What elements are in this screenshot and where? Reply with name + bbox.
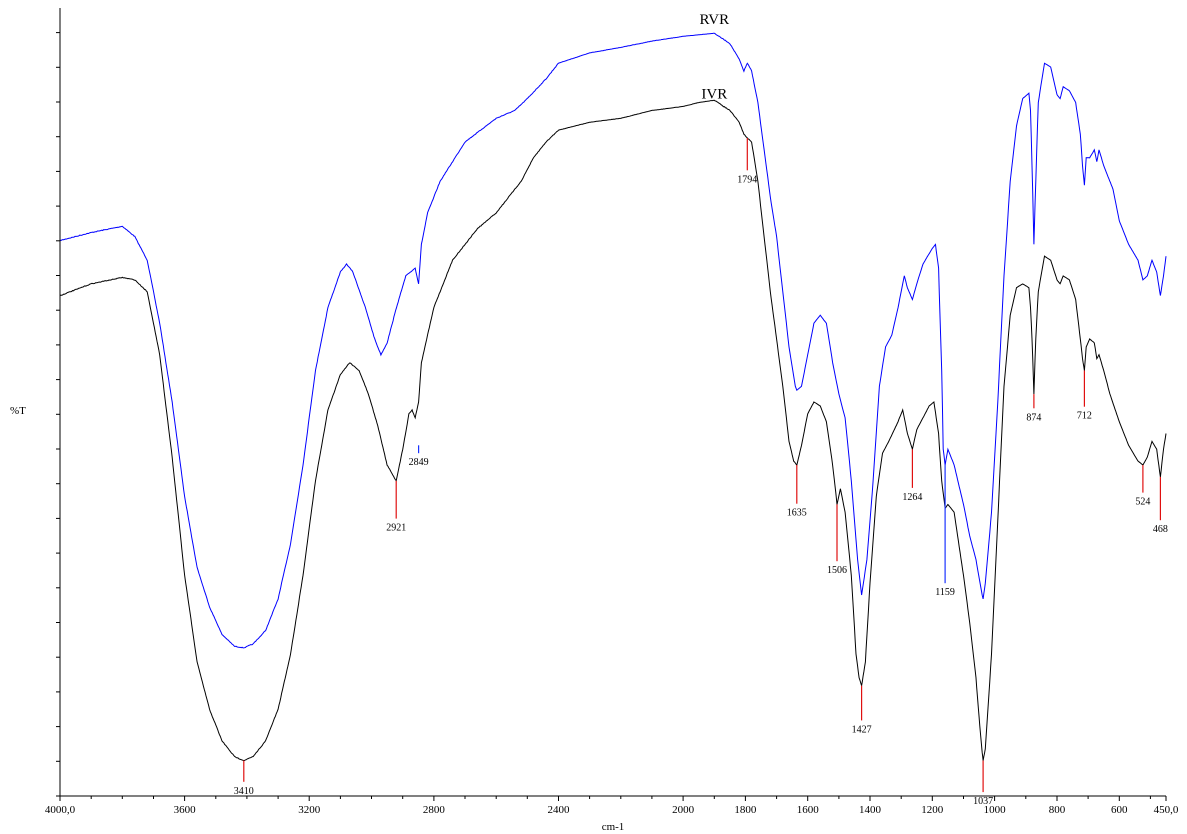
x-tick-label: 3600	[174, 804, 197, 816]
axes: 4000,0 3600 3200 2800 2400 2000 1800 1600 1400 12…	[45, 8, 1179, 816]
x-tick-label: 450,0	[1154, 804, 1179, 816]
series-label-ivr: IVR	[701, 87, 727, 103]
series-line-ivr	[59, 99, 1167, 762]
plot-lines	[59, 32, 1167, 762]
peak-markers: 3410 2921 2849 1794 1635 1506 1427 1264 1159 1037…	[234, 138, 1168, 807]
x-tick-label: 2800	[423, 804, 446, 816]
x-tick-label: 1800	[734, 804, 757, 816]
peak-label: 2849	[409, 457, 429, 468]
peak-label: 2921	[386, 523, 406, 534]
peak-label: 3410	[234, 786, 254, 797]
x-tick-label: 4000,0	[45, 804, 76, 816]
y-axis-title: %T	[10, 405, 26, 417]
x-axis-title: cm-1	[602, 821, 625, 833]
peak-label: 1159	[935, 587, 955, 598]
peak-label: 524	[1135, 497, 1150, 508]
peak-label: 712	[1077, 411, 1092, 422]
x-tick-label: 1600	[797, 804, 820, 816]
peak-label: 1264	[902, 492, 922, 503]
series-label-rvr: RVR	[699, 12, 729, 28]
x-tick-label: 1000	[984, 804, 1007, 816]
peak-label: 468	[1153, 524, 1168, 535]
x-tick-label: 800	[1049, 804, 1066, 816]
y-ticks	[56, 32, 60, 797]
peak-label: 1794	[737, 174, 757, 185]
peak-label: 874	[1026, 412, 1041, 423]
peak-label: 1506	[827, 565, 847, 576]
x-tick-label: 2400	[548, 804, 571, 816]
x-tick-label: 600	[1111, 804, 1128, 816]
peak-label: 1427	[852, 724, 872, 735]
x-tick-label: 2000	[672, 804, 695, 816]
x-tick-label: 3200	[298, 804, 321, 816]
peak-label: 1037	[973, 796, 993, 807]
series-labels: RVR IVR	[699, 12, 729, 103]
series-line-rvr	[59, 32, 1167, 649]
x-ticks: 4000,0 3600 3200 2800 2400 2000 1800 1600 1400 12…	[45, 796, 1179, 816]
peak-label: 1635	[787, 508, 807, 519]
x-tick-label: 1400	[859, 804, 882, 816]
x-tick-label: 1200	[921, 804, 944, 816]
